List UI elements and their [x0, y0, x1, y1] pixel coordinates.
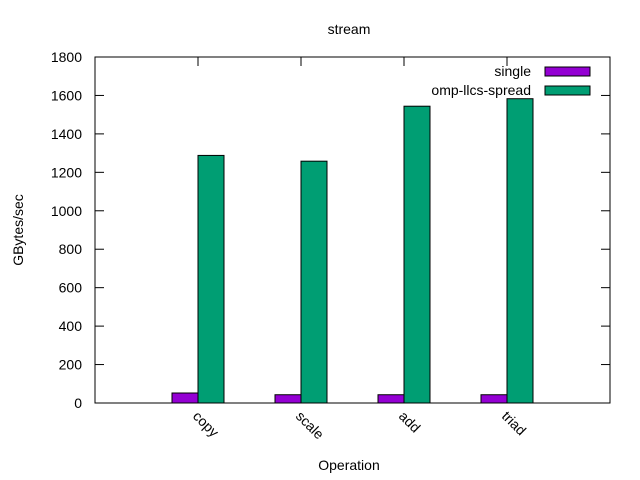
y-tick-label: 1000 — [51, 203, 82, 219]
bar-single-triad — [480, 394, 508, 404]
bar-omp-llcs-spread-copy — [197, 154, 225, 404]
plot-border — [94, 56, 611, 404]
y-tick-label: 1800 — [51, 49, 82, 65]
y-tick-label: 1200 — [51, 164, 82, 180]
bar-omp-llcs-spread-scale — [300, 160, 328, 404]
y-tick-label: 1400 — [51, 126, 82, 142]
y-tick-label: 800 — [59, 241, 83, 257]
legend-swatch — [544, 66, 591, 77]
bar-omp-llcs-spread-triad — [506, 98, 534, 404]
bar-omp-llcs-spread-add — [403, 105, 431, 404]
x-tick-label: scale — [293, 408, 328, 443]
legend-label: single — [494, 63, 531, 79]
y-tick-label: 600 — [59, 280, 83, 296]
x-axis-label: Operation — [318, 457, 379, 473]
y-axis-label: GBytes/sec — [10, 194, 26, 266]
y-tick-label: 0 — [74, 395, 82, 411]
y-tick-label: 1600 — [51, 87, 82, 103]
bar-single-scale — [274, 394, 302, 404]
x-tick-label: copy — [190, 408, 222, 440]
legend-swatch — [544, 85, 591, 96]
y-tick-label: 400 — [59, 318, 83, 334]
bar-single-copy — [171, 392, 199, 404]
chart-title: stream — [328, 21, 371, 37]
legend-label: omp-llcs-spread — [431, 82, 531, 98]
y-tick-label: 200 — [59, 357, 83, 373]
x-tick-label: triad — [499, 408, 530, 439]
bar-single-add — [377, 394, 405, 404]
legend: single omp-llcs-spread — [431, 63, 591, 98]
x-tick-label: add — [396, 408, 424, 436]
